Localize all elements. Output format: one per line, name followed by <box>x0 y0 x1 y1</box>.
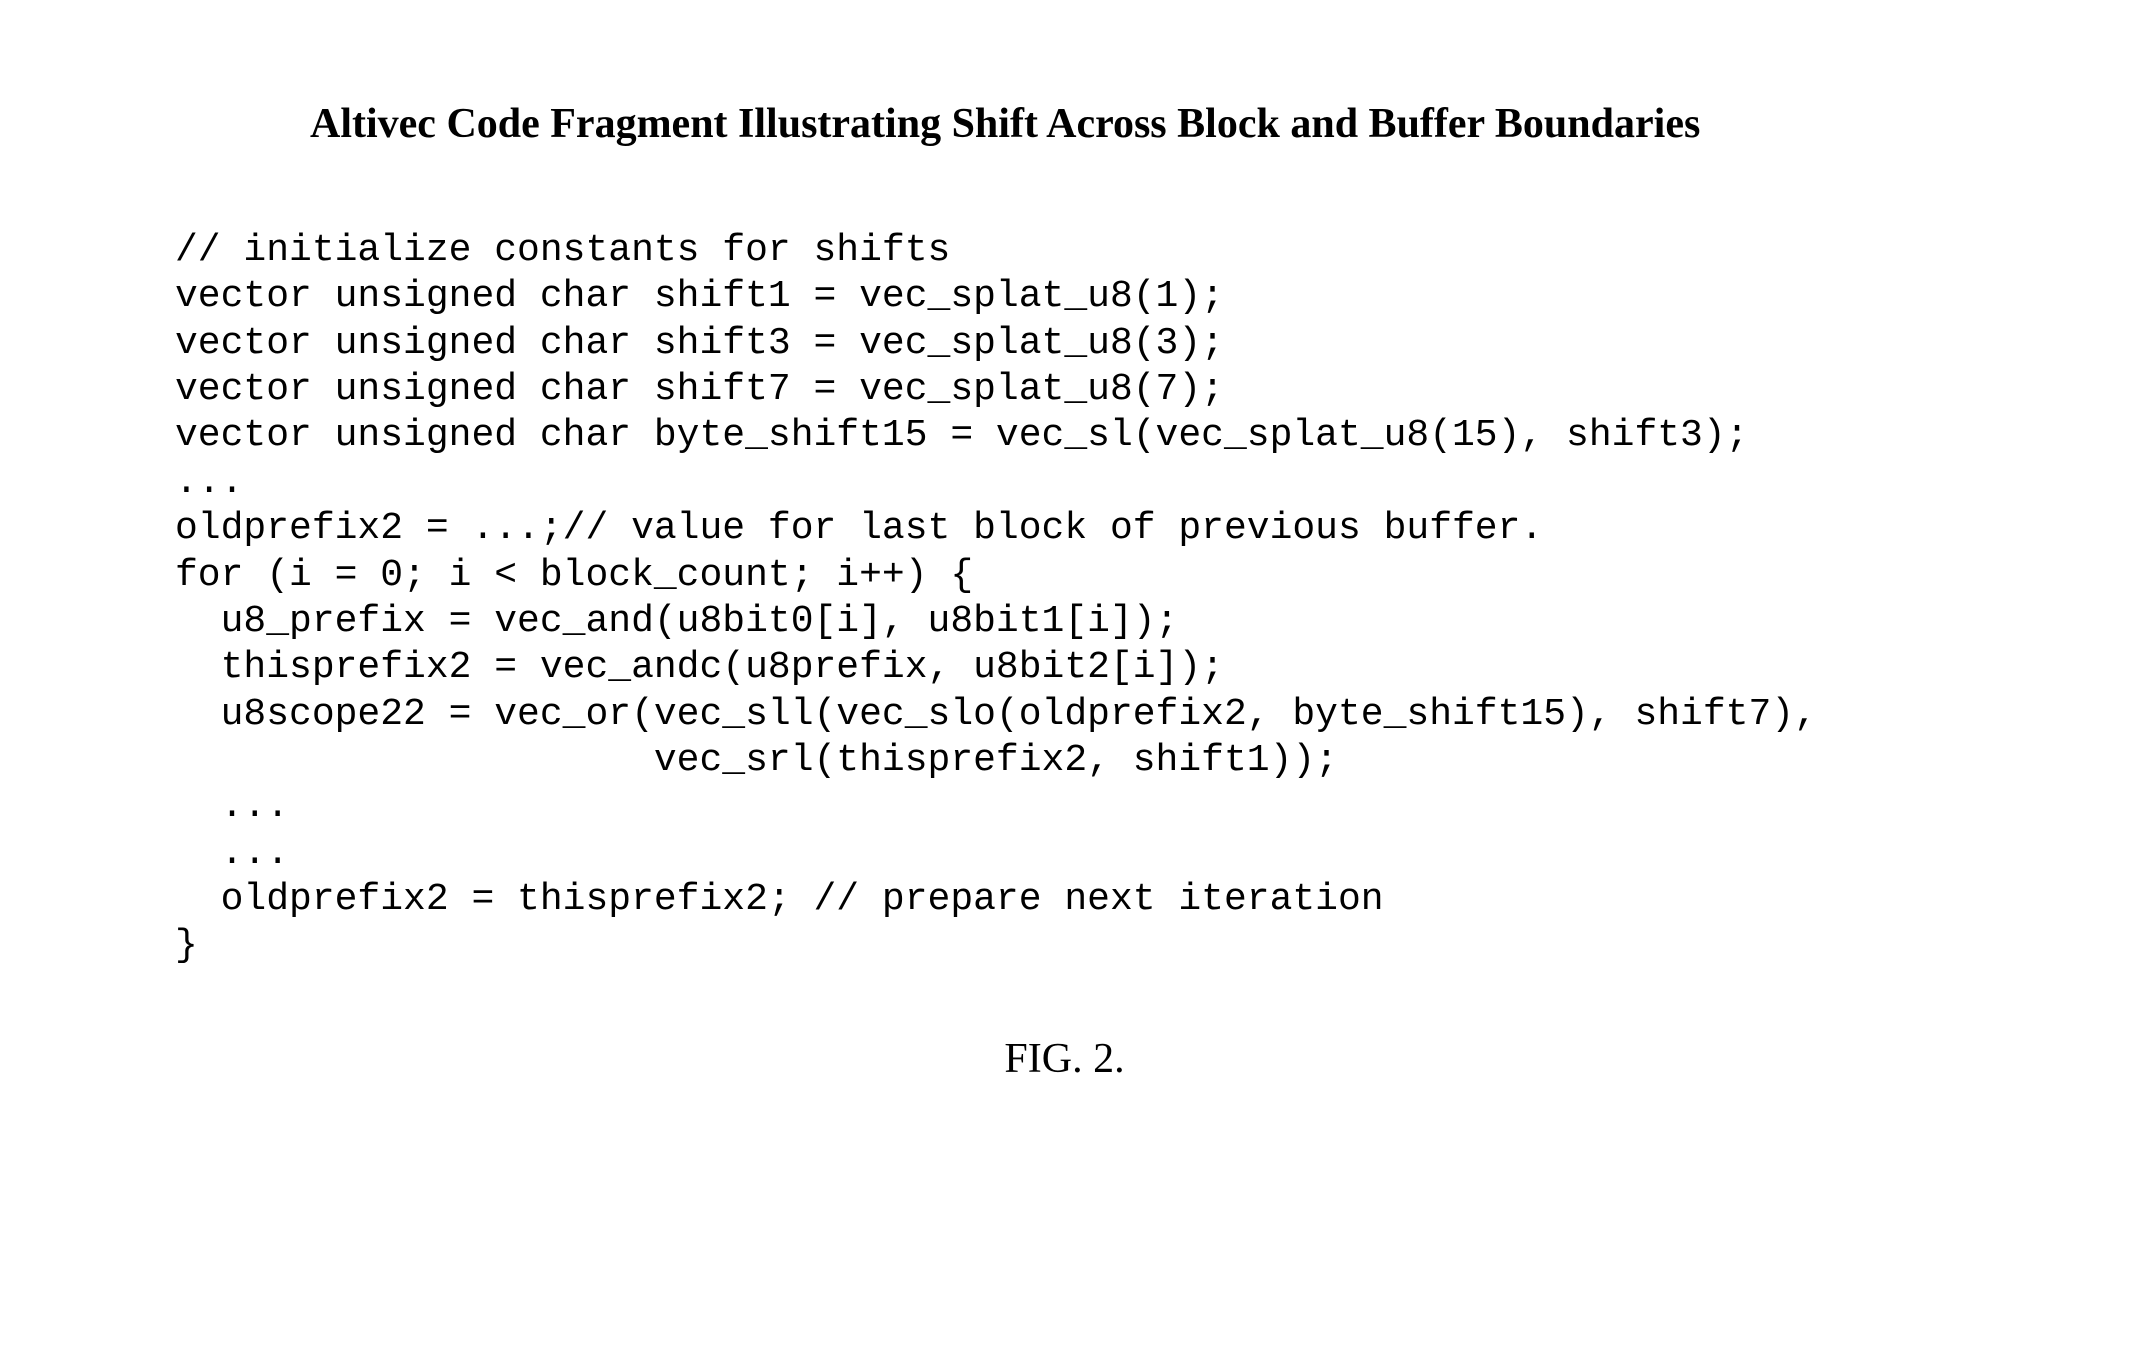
code-line: } <box>175 924 198 967</box>
code-line: vector unsigned char shift7 = vec_splat_… <box>175 368 1224 411</box>
code-line: vector unsigned char shift3 = vec_splat_… <box>175 322 1224 365</box>
code-line: ... <box>175 461 243 504</box>
code-line: oldprefix2 = thisprefix2; // prepare nex… <box>175 878 1384 921</box>
code-line: oldprefix2 = ...;// value for last block… <box>175 507 1543 550</box>
code-line: u8scope22 = vec_or(vec_sll(vec_slo(oldpr… <box>175 693 1817 736</box>
code-line: vector unsigned char shift1 = vec_splat_… <box>175 275 1224 318</box>
code-line: u8_prefix = vec_and(u8bit0[i], u8bit1[i]… <box>175 600 1178 643</box>
code-line: ... <box>175 832 289 875</box>
code-line: // initialize constants for shifts <box>175 229 950 272</box>
code-line: vec_srl(thisprefix2, shift1)); <box>175 739 1338 782</box>
figure-caption: FIG. 2. <box>0 1035 2129 1083</box>
code-block: // initialize constants for shifts vecto… <box>175 228 2129 970</box>
figure-title: Altivec Code Fragment Illustrating Shift… <box>310 100 2129 148</box>
code-line: ... <box>175 785 289 828</box>
code-line: for (i = 0; i < block_count; i++) { <box>175 554 973 597</box>
code-line: vector unsigned char byte_shift15 = vec_… <box>175 414 1748 457</box>
code-line: thisprefix2 = vec_andc(u8prefix, u8bit2[… <box>175 646 1224 689</box>
